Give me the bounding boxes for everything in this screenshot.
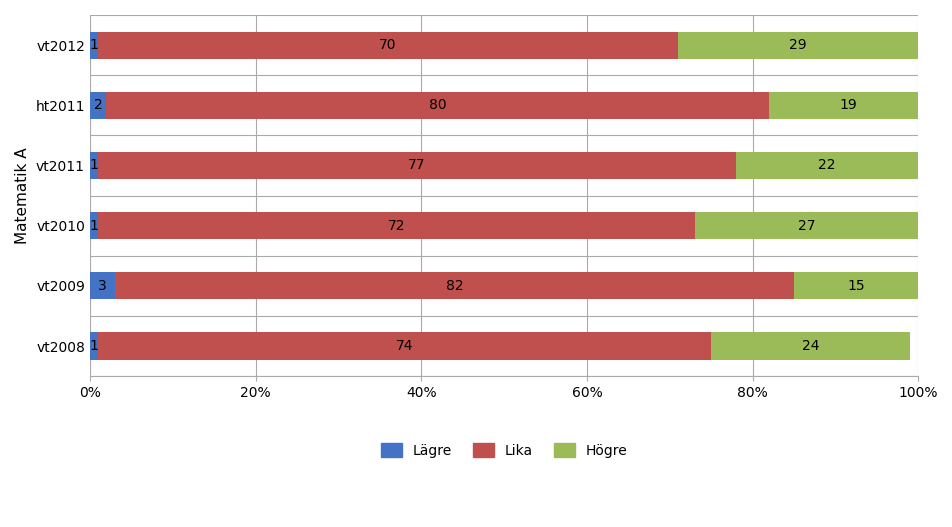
Text: 70: 70 <box>379 38 396 52</box>
Text: 15: 15 <box>846 279 864 293</box>
Bar <box>98 152 735 179</box>
Text: 72: 72 <box>387 219 405 232</box>
Bar <box>98 333 710 359</box>
Bar <box>89 272 114 299</box>
Bar <box>710 333 909 359</box>
Bar <box>89 333 98 359</box>
Bar <box>107 92 768 119</box>
Text: 1: 1 <box>89 159 98 172</box>
Text: 29: 29 <box>788 38 806 52</box>
Bar <box>89 152 98 179</box>
Bar <box>98 32 677 58</box>
Bar <box>694 212 918 239</box>
Bar <box>114 272 793 299</box>
Legend: Lägre, Lika, Högre: Lägre, Lika, Högre <box>375 437 632 463</box>
Bar <box>735 152 918 179</box>
Text: 27: 27 <box>797 219 814 232</box>
Bar <box>793 272 918 299</box>
Text: 1: 1 <box>89 339 98 353</box>
Text: 1: 1 <box>89 219 98 232</box>
Text: 80: 80 <box>428 98 446 112</box>
Text: 82: 82 <box>446 279 463 293</box>
Text: 19: 19 <box>838 98 856 112</box>
Bar <box>768 92 925 119</box>
Bar <box>89 92 107 119</box>
Text: 24: 24 <box>801 339 819 353</box>
Bar <box>89 212 98 239</box>
Text: 2: 2 <box>93 98 103 112</box>
Bar <box>98 212 694 239</box>
Text: 77: 77 <box>407 159 426 172</box>
Bar <box>677 32 918 58</box>
Y-axis label: Matematik A: Matematik A <box>15 147 30 244</box>
Text: 22: 22 <box>818 159 835 172</box>
Text: 74: 74 <box>395 339 413 353</box>
Text: 3: 3 <box>98 279 107 293</box>
Bar <box>89 32 98 58</box>
Text: 1: 1 <box>89 38 98 52</box>
